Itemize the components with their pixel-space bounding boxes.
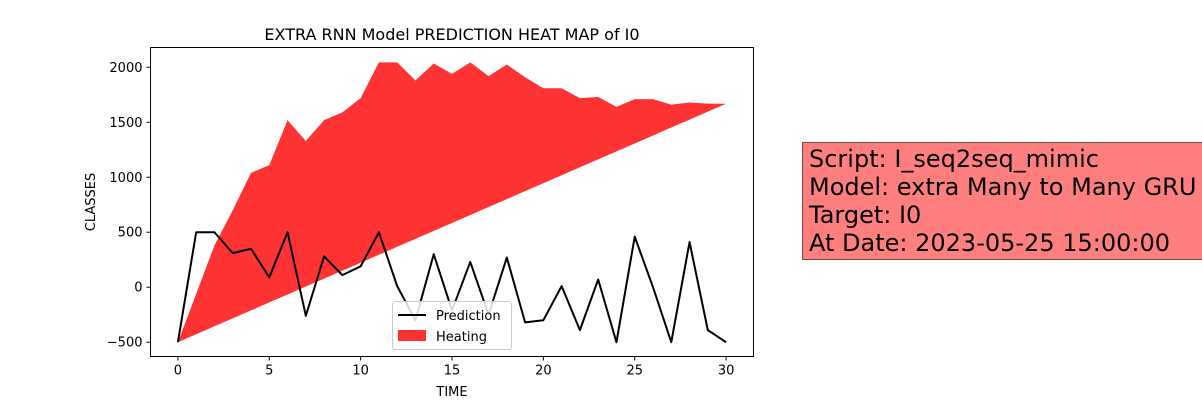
y-tick-label: 0 (134, 281, 142, 296)
y-tick-label: 1500 (109, 116, 142, 131)
x-axis-label: TIME (435, 385, 467, 400)
legend-heating-label: Heating (436, 330, 487, 345)
axis-ticks: 0 5 10 15 20 25 30 −500 0 500 1000 1500 2000 (107, 61, 735, 379)
plot-area (176, 62, 727, 344)
legend-prediction-label: Prediction (436, 309, 501, 324)
info-date: At Date: 2023-05-25 15:00:00 (809, 229, 1171, 257)
x-tick-label: 0 (174, 364, 182, 379)
y-tick-label: 500 (118, 226, 143, 241)
chart-title: EXTRA RNN Model PREDICTION HEAT MAP of I… (264, 25, 639, 44)
x-tick-label: 30 (718, 364, 735, 379)
x-tick-label: 15 (444, 364, 461, 379)
y-tick-label: −500 (107, 336, 143, 351)
info-box: Script: I_seq2seq_mimic Model: extra Man… (802, 142, 1202, 260)
x-tick-label: 20 (535, 364, 552, 379)
heating-area (177, 62, 727, 343)
info-script: Script: I_seq2seq_mimic (809, 145, 1099, 173)
legend-heating-swatch (398, 330, 426, 341)
legend: Prediction Heating (392, 301, 512, 350)
x-tick-label: 25 (626, 364, 643, 379)
x-tick-label: 5 (265, 364, 273, 379)
info-model: Model: extra Many to Many GRU (809, 173, 1197, 201)
x-tick-label: 10 (352, 364, 369, 379)
y-tick-label: 1000 (109, 171, 142, 186)
y-axis-label: CLASSES (84, 173, 99, 231)
info-target: Target: I0 (809, 201, 922, 229)
y-tick-label: 2000 (109, 61, 142, 76)
